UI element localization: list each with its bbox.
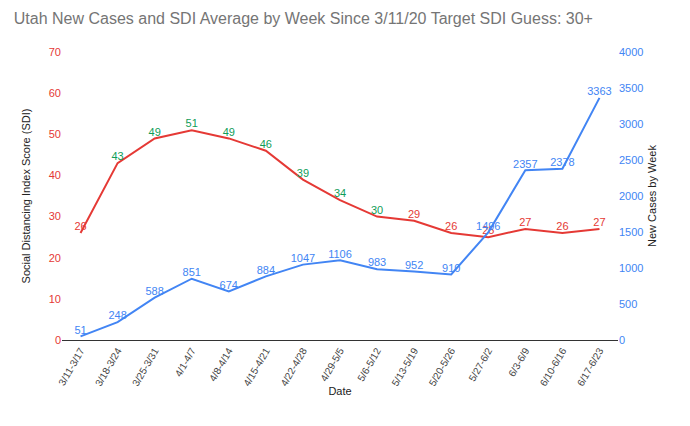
svg-text:4/29-5/5: 4/29-5/5 — [318, 346, 346, 384]
svg-text:5/20-5/26: 5/20-5/26 — [427, 346, 458, 388]
svg-text:Social Distancing Index Score: Social Distancing Index Score (SDI) — [20, 109, 32, 284]
svg-text:39: 39 — [297, 167, 309, 179]
svg-text:4/1-4/7: 4/1-4/7 — [173, 346, 198, 379]
svg-text:34: 34 — [334, 187, 346, 199]
svg-text:1047: 1047 — [291, 252, 315, 264]
svg-text:674: 674 — [220, 279, 238, 291]
svg-text:5/13-5/19: 5/13-5/19 — [390, 346, 421, 388]
svg-text:27: 27 — [519, 216, 531, 228]
svg-text:51: 51 — [74, 324, 86, 336]
svg-text:10: 10 — [49, 293, 61, 305]
svg-text:4/8-4/14: 4/8-4/14 — [207, 346, 235, 384]
svg-text:27: 27 — [593, 216, 605, 228]
svg-text:4/15-4/21: 4/15-4/21 — [241, 346, 272, 388]
svg-text:70: 70 — [49, 46, 61, 58]
svg-text:983: 983 — [368, 256, 386, 268]
svg-text:6/17-6/23: 6/17-6/23 — [575, 346, 606, 388]
svg-text:2000: 2000 — [619, 190, 643, 202]
svg-text:46: 46 — [260, 138, 272, 150]
svg-text:2378: 2378 — [550, 156, 574, 168]
svg-text:884: 884 — [257, 264, 275, 276]
svg-text:40: 40 — [49, 169, 61, 181]
svg-text:26: 26 — [445, 220, 457, 232]
svg-text:910: 910 — [442, 262, 460, 274]
svg-text:20: 20 — [49, 252, 61, 264]
svg-text:26: 26 — [556, 220, 568, 232]
svg-text:588: 588 — [145, 285, 163, 297]
svg-text:49: 49 — [149, 126, 161, 138]
svg-text:3/11-3/17: 3/11-3/17 — [56, 346, 87, 388]
svg-text:3/18-3/24: 3/18-3/24 — [93, 346, 124, 388]
svg-text:30: 30 — [371, 204, 383, 216]
svg-text:4000: 4000 — [619, 46, 643, 58]
svg-text:2357: 2357 — [513, 158, 537, 170]
svg-text:3500: 3500 — [619, 82, 643, 94]
svg-text:6/3-6/9: 6/3-6/9 — [506, 346, 531, 379]
svg-text:49: 49 — [223, 126, 235, 138]
svg-text:30: 30 — [49, 210, 61, 222]
svg-text:43: 43 — [111, 150, 123, 162]
svg-text:2500: 2500 — [619, 154, 643, 166]
svg-text:New Cases by Week: New Cases by Week — [646, 145, 658, 247]
svg-text:50: 50 — [49, 128, 61, 140]
svg-text:4/22-4/28: 4/22-4/28 — [278, 346, 309, 388]
svg-text:1106: 1106 — [328, 248, 352, 260]
svg-text:Utah New Cases and SDI Average: Utah New Cases and SDI Average by Week S… — [14, 10, 593, 27]
svg-text:Date: Date — [328, 385, 351, 397]
svg-text:248: 248 — [108, 309, 126, 321]
svg-text:5/6-5/12: 5/6-5/12 — [355, 346, 383, 384]
svg-text:3363: 3363 — [587, 85, 611, 97]
svg-text:1000: 1000 — [619, 262, 643, 274]
svg-text:0: 0 — [619, 334, 625, 346]
svg-text:51: 51 — [186, 117, 198, 129]
svg-text:3000: 3000 — [619, 118, 643, 130]
svg-text:952: 952 — [405, 259, 423, 271]
svg-text:5/27-6/2: 5/27-6/2 — [466, 346, 494, 384]
svg-text:1500: 1500 — [619, 226, 643, 238]
svg-text:3/25-3/31: 3/25-3/31 — [130, 346, 161, 388]
svg-text:29: 29 — [408, 208, 420, 220]
svg-text:500: 500 — [619, 298, 637, 310]
svg-text:1496: 1496 — [476, 220, 500, 232]
svg-text:0: 0 — [55, 334, 61, 346]
svg-text:25: 25 — [482, 224, 494, 236]
svg-text:6/10-6/16: 6/10-6/16 — [538, 346, 569, 388]
svg-text:60: 60 — [49, 87, 61, 99]
svg-text:851: 851 — [183, 266, 201, 278]
svg-text:26: 26 — [74, 220, 86, 232]
